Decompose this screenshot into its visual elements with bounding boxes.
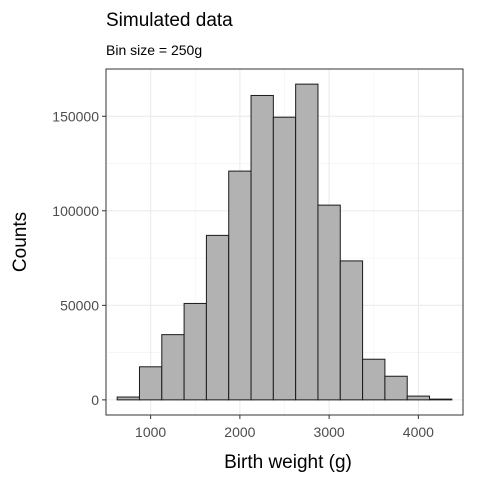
- x-tick-label: 2000: [224, 424, 255, 440]
- x-tick-label: 4000: [403, 424, 434, 440]
- histogram-bar-750: [116, 396, 140, 401]
- histogram-bar-2250: [250, 94, 274, 401]
- x-axis-title: Birth weight (g): [224, 452, 352, 473]
- y-tick-label: 100000: [52, 203, 99, 219]
- y-axis-title: Counts: [10, 212, 31, 272]
- y-tick-label: 50000: [60, 297, 99, 313]
- chart-title: Simulated data: [106, 10, 233, 31]
- axis-ticks: [102, 115, 419, 419]
- y-tick-label: 150000: [52, 108, 99, 124]
- histogram-bar-2500: [272, 116, 297, 401]
- chart-subtitle: Bin size = 250g: [106, 42, 202, 58]
- x-tick-label: 3000: [314, 424, 345, 440]
- y-tick-label: 0: [91, 392, 99, 408]
- histogram-bar-4000: [406, 395, 431, 401]
- histogram-bar-1250: [161, 334, 185, 401]
- histogram-bar-4250: [429, 398, 453, 401]
- histogram-bar-1500: [183, 302, 207, 401]
- histogram-bar-2000: [228, 170, 252, 401]
- histogram-bar-1000: [138, 366, 163, 401]
- histogram-bar-3250: [339, 260, 364, 401]
- histogram-bar-3500: [362, 358, 386, 401]
- histogram-bar-1750: [205, 234, 230, 401]
- plot-panel-border: [105, 68, 464, 416]
- histogram-bar-3750: [384, 375, 408, 401]
- histogram-bars: [116, 83, 453, 401]
- axis-tick-labels: 1000 2000 3000 4000 0 50000 100000 150000: [52, 108, 434, 440]
- histogram-bar-2750: [295, 83, 319, 401]
- histogram-bar-3000: [317, 204, 341, 401]
- x-tick-label: 1000: [135, 424, 166, 440]
